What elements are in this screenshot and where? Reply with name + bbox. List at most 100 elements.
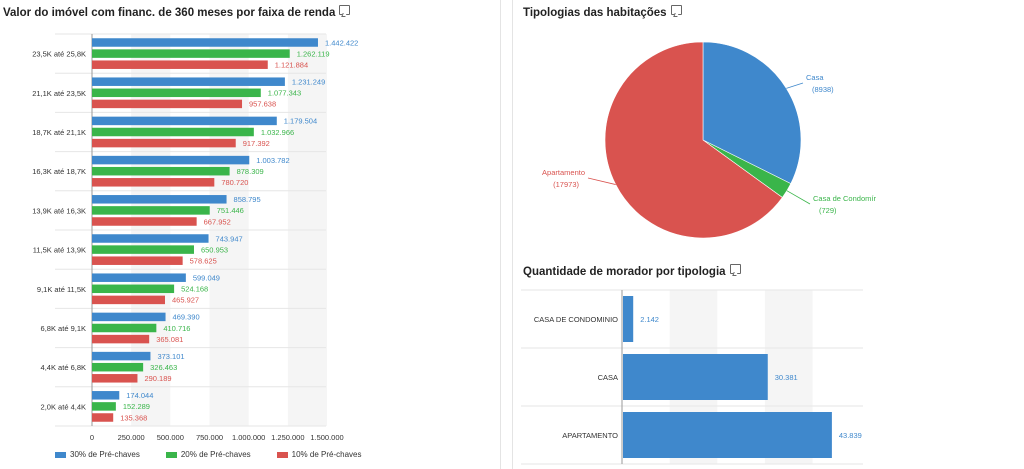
legend-label: 10% de Pré-chaves bbox=[291, 450, 362, 459]
x-tick-label: 500.000 bbox=[157, 433, 184, 442]
bar-30 bbox=[92, 38, 318, 47]
bar-20 bbox=[92, 284, 175, 294]
bar-30 bbox=[92, 155, 250, 165]
legend-item[interactable]: 30% de Pré-chaves bbox=[55, 450, 140, 459]
data-label: 1.121.884 bbox=[275, 60, 308, 69]
pie-value: (17973) bbox=[553, 180, 579, 189]
category-label: 16,3K até 18,7K bbox=[32, 167, 86, 176]
bar-10 bbox=[92, 374, 138, 383]
panel-divider bbox=[512, 0, 513, 469]
data-label: 957.638 bbox=[249, 100, 276, 109]
bar-20 bbox=[92, 127, 254, 137]
category-label: 9,1K até 11,5K bbox=[37, 285, 86, 294]
legend-label: 20% de Pré-chaves bbox=[180, 450, 251, 459]
bar-10 bbox=[92, 138, 236, 148]
category-label: APARTAMENTO bbox=[562, 431, 618, 440]
data-label: 152.289 bbox=[123, 402, 150, 411]
legend-item[interactable]: 10% de Pré-chaves bbox=[276, 450, 362, 459]
bar-30 bbox=[92, 234, 209, 243]
bar-10 bbox=[92, 178, 215, 187]
bar-20 bbox=[92, 49, 290, 58]
data-label: 878.309 bbox=[237, 167, 264, 176]
data-label: 743.947 bbox=[216, 234, 243, 243]
data-label: 1.179.504 bbox=[284, 117, 317, 126]
legend-swatch bbox=[165, 451, 177, 458]
bar-30 bbox=[92, 195, 227, 204]
data-label: 410.716 bbox=[163, 324, 190, 333]
data-label: 290.189 bbox=[144, 374, 171, 383]
bar-30 bbox=[92, 116, 277, 126]
legend-label: 30% de Pré-chaves bbox=[70, 450, 140, 459]
left-chart-title: Valor do imóvel com financ. de 360 meses… bbox=[3, 5, 351, 19]
pie-value: (8938) bbox=[812, 85, 834, 94]
typology-pie-chart: Casa (8938) Casa de Condomír (729) Apartamen… bbox=[542, 41, 876, 239]
bar-30 bbox=[92, 312, 166, 322]
category-label: 13,9K até 16,3K bbox=[32, 206, 86, 215]
data-label: 780.720 bbox=[221, 178, 248, 187]
bar-10 bbox=[92, 334, 150, 344]
data-label: 469.390 bbox=[173, 313, 200, 322]
pie-chart-title: Tipologias das habitações bbox=[523, 5, 682, 19]
data-label: 667.952 bbox=[204, 217, 231, 226]
bar-20 bbox=[92, 402, 116, 411]
pie-leader-line bbox=[786, 82, 804, 89]
x-tick-label: 1.500.000 bbox=[310, 433, 343, 442]
data-label: 599.049 bbox=[193, 273, 220, 282]
pie-label: Casa de Condomír bbox=[813, 194, 876, 203]
data-label: 1.231.249 bbox=[292, 77, 325, 86]
data-label: 524.168 bbox=[181, 285, 208, 294]
x-tick-label: 1.250.000 bbox=[271, 433, 304, 442]
data-label: 2.142 bbox=[640, 315, 659, 324]
income-bar-chart: 23,5K até 25,8K 1.442.422 1.262.119 1.121.8… bbox=[32, 33, 358, 442]
bar-20 bbox=[92, 206, 210, 215]
comment-icon[interactable] bbox=[339, 5, 351, 15]
data-label: 365.081 bbox=[156, 335, 183, 344]
chart-legend: 30% de Pré-chaves 20% de Pré-chaves 10% … bbox=[55, 450, 361, 459]
data-label: 1.262.119 bbox=[297, 49, 330, 58]
comment-icon[interactable] bbox=[670, 5, 682, 15]
bar-10 bbox=[92, 256, 183, 265]
data-label: 858.795 bbox=[234, 195, 261, 204]
legend-swatch bbox=[55, 451, 66, 458]
panel-divider bbox=[500, 0, 501, 469]
bar-10 bbox=[92, 295, 165, 305]
pie-value: (729) bbox=[819, 206, 837, 215]
category-label: 11,5K até 13,9K bbox=[33, 246, 86, 255]
bar-20 bbox=[92, 166, 230, 176]
bar-30 bbox=[92, 273, 186, 282]
data-label: 326.463 bbox=[150, 363, 177, 372]
residents-bar-chart: CASA DE CONDOMINIO 2.142 CASA 30.381 APARTAM… bbox=[521, 289, 863, 465]
legend-swatch bbox=[276, 451, 288, 458]
bar-10 bbox=[92, 99, 243, 109]
category-label: CASA bbox=[598, 373, 618, 382]
bar-30 bbox=[92, 351, 151, 361]
bar bbox=[623, 354, 768, 400]
bar-10 bbox=[92, 60, 268, 69]
pie-slice bbox=[702, 41, 802, 184]
hbar-chart-title: Quantidade de morador por tipologia bbox=[523, 264, 741, 278]
category-label: 2,0K até 4,4K bbox=[41, 402, 86, 411]
pie-label: Casa bbox=[806, 73, 824, 82]
comment-icon[interactable] bbox=[729, 264, 741, 274]
data-label: 917.392 bbox=[243, 139, 270, 148]
data-label: 751.446 bbox=[217, 206, 244, 215]
category-label: 6,8K até 9,1K bbox=[41, 324, 86, 333]
x-tick-label: 750.000 bbox=[196, 433, 223, 442]
bar-20 bbox=[92, 362, 144, 372]
bar-20 bbox=[92, 323, 157, 333]
bar-30 bbox=[92, 77, 285, 86]
pie-leader-line bbox=[786, 190, 811, 205]
bar-10 bbox=[92, 413, 114, 422]
bar bbox=[623, 296, 634, 342]
x-tick-label: 0 bbox=[90, 433, 94, 442]
data-label: 174.044 bbox=[126, 391, 153, 400]
legend-item[interactable]: 20% de Pré-chaves bbox=[165, 450, 251, 459]
data-label: 465.927 bbox=[172, 296, 199, 305]
data-label: 650.953 bbox=[201, 245, 228, 254]
category-label: 21,1K até 23,5K bbox=[32, 89, 86, 98]
category-label: 23,5K até 25,8K bbox=[32, 50, 86, 59]
data-label: 373.101 bbox=[157, 352, 184, 361]
pie-slice bbox=[604, 41, 783, 239]
pie-leader-line bbox=[587, 177, 616, 185]
x-tick-label: 250.000 bbox=[118, 433, 145, 442]
